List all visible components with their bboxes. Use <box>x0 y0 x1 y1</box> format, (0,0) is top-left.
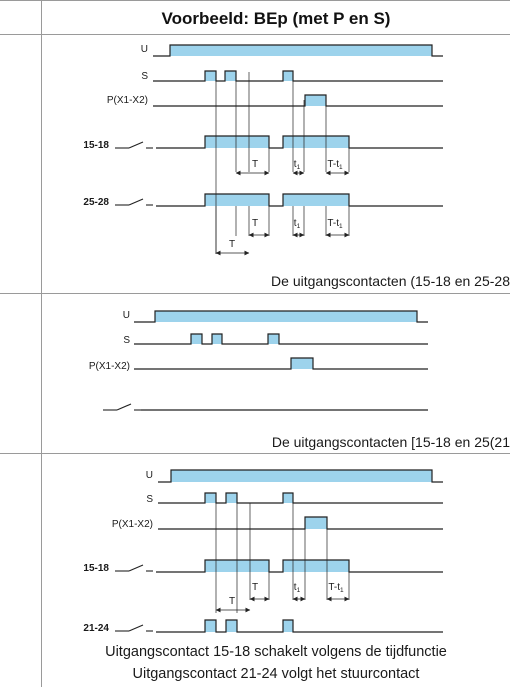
signal-s-pulse <box>205 71 216 81</box>
signal-p-line <box>134 357 428 370</box>
signal-u <box>134 310 428 323</box>
signal-15-18-line <box>156 135 443 149</box>
signal-s-pulse <box>225 71 236 81</box>
panel-1-caption: De uitgangscontacten (15-18 en 25-28 <box>271 273 510 289</box>
panel-3: U S P(X1-X2) 15-18 21-24 T t1 T-t1 T <box>83 469 443 634</box>
dim-t-minus-t1: T-t1 <box>327 218 343 230</box>
panel-2-caption: De uitgangscontacten [15-18 en 25(21 <box>272 434 510 450</box>
label-p: P(X1-X2) <box>107 95 148 106</box>
signal-15-18 <box>156 135 443 149</box>
header-title: Voorbeeld: BEp (met P en S) <box>162 9 391 28</box>
label-s: S <box>141 71 148 82</box>
contact-21-24 <box>115 624 153 632</box>
signal-u-line <box>158 469 443 483</box>
signal-p-pulse <box>305 517 327 529</box>
dim-t: T <box>229 596 235 607</box>
signal-p <box>158 516 443 530</box>
signal-s-pulse <box>226 493 237 503</box>
signal-p-pulse <box>291 358 313 369</box>
label-u: U <box>123 310 130 321</box>
contact-15-18 <box>115 564 153 572</box>
label-25-28: 25-28 <box>83 197 109 208</box>
contact-21-24-switch <box>128 624 144 632</box>
signal-u <box>153 44 443 57</box>
signal-s <box>134 333 428 345</box>
signal-s-pulse <box>283 493 293 503</box>
signal-s-pulse <box>191 334 202 344</box>
signal-25-28-pulse <box>283 194 349 206</box>
label-u: U <box>141 44 148 55</box>
signal-25-28 <box>156 193 443 207</box>
label-15-18: 15-18 <box>83 140 109 151</box>
signal-21-24-pulse <box>283 620 293 632</box>
signal-21-24-pulse <box>205 620 216 632</box>
signal-s <box>153 70 443 82</box>
signal-u <box>158 469 443 483</box>
signal-s-pulse <box>212 334 222 344</box>
signal-s-line <box>134 333 428 345</box>
signal-s-line <box>158 492 443 504</box>
signal-s-pulse <box>205 493 216 503</box>
signal-25-28-pulse <box>205 194 269 206</box>
signal-u-line <box>153 44 443 57</box>
signal-u-pulse <box>170 45 432 56</box>
signal-15-18-pulse <box>205 136 269 148</box>
signal-s-line <box>153 70 443 82</box>
label-s: S <box>123 335 130 346</box>
signal-s-pulse <box>268 334 279 344</box>
panel-3-caption-line-2: Uitgangscontact 21-24 volgt het stuurcon… <box>133 666 420 682</box>
contact-switch <box>116 403 132 411</box>
signal-s <box>158 492 443 504</box>
dim-t1: t1 <box>294 218 301 230</box>
signal-15-18-pulse <box>283 136 349 148</box>
label-u: U <box>146 470 153 481</box>
dim-t-minus-t1: T-t1 <box>328 582 344 594</box>
dim-t: T <box>252 159 258 170</box>
signal-p-pulse <box>305 95 326 106</box>
dim-t: T <box>252 582 258 593</box>
signal-21-24 <box>156 619 443 633</box>
signal-15-18 <box>156 559 443 573</box>
panel-3-caption-line-1: Uitgangscontact 15-18 schakelt volgens d… <box>105 644 447 660</box>
dim-t: T <box>252 218 258 229</box>
signal-15-18-pulse <box>283 560 349 572</box>
contact-25-28 <box>115 198 153 206</box>
signal-p <box>153 94 443 107</box>
contact-15-18-switch <box>128 564 144 572</box>
contact-15-18 <box>115 141 153 149</box>
dim-t-minus-t1: T-t1 <box>327 159 343 171</box>
panel-2: U S P(X1-X2) <box>89 310 428 411</box>
signal-u-pulse <box>155 311 417 322</box>
label-p: P(X1-X2) <box>112 519 153 530</box>
label-21-24: 21-24 <box>83 623 109 634</box>
contact-15-18-switch <box>128 141 144 149</box>
dim-t1: t1 <box>294 159 301 171</box>
signal-p-line <box>158 516 443 530</box>
signal-21-24-line <box>156 619 443 633</box>
panel-1: U S P(X1-X2) 15-18 25-28 T t1 T-t1 T t1 T-t1 T <box>83 44 443 256</box>
dim-t: T <box>229 239 235 250</box>
label-15-18: 15-18 <box>83 563 109 574</box>
signal-u-pulse <box>171 470 432 482</box>
contact-25-28-switch <box>128 198 144 206</box>
signal-p-line <box>153 94 443 107</box>
label-p: P(X1-X2) <box>89 361 130 372</box>
signal-15-18-line <box>156 559 443 573</box>
signal-21-24-pulse <box>226 620 237 632</box>
contact <box>103 403 141 411</box>
dim-t1: t1 <box>294 582 301 594</box>
signal-s-pulse <box>283 71 293 81</box>
signal-25-28-line <box>156 193 443 207</box>
signal-p <box>134 357 428 370</box>
signal-u-line <box>134 310 428 323</box>
label-s: S <box>146 494 153 505</box>
